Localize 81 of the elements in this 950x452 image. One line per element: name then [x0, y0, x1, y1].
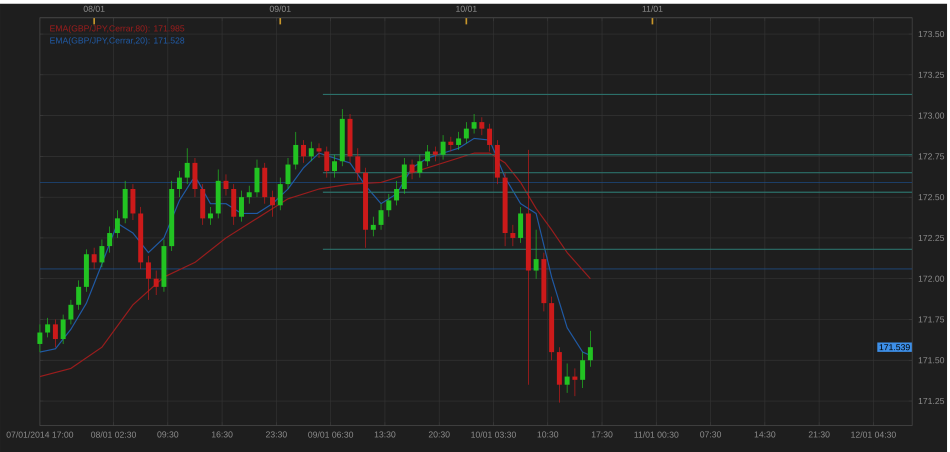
candlestick — [410, 159, 415, 180]
candlestick — [440, 134, 446, 160]
x-tick-label: 08/01 02:30 — [91, 431, 136, 438]
candlestick — [417, 154, 422, 178]
x-tick-label: 14:30 — [754, 431, 776, 438]
x2-tick-label: 10/01 — [456, 5, 477, 12]
candlestick — [146, 255, 151, 300]
candlestick — [208, 206, 213, 226]
candlestick — [223, 174, 228, 196]
candlestick — [510, 224, 516, 246]
x2-tick-label: 08/01 — [84, 5, 105, 12]
candlestick — [588, 330, 593, 367]
y-tick-label: 172.00 — [918, 275, 944, 282]
candlestick — [184, 148, 190, 184]
candlestick — [464, 122, 469, 144]
y-tick-label: 173.00 — [918, 112, 944, 118]
x-tick-label: 23:30 — [266, 431, 287, 438]
candlestick — [386, 193, 392, 217]
candlestick — [308, 141, 314, 162]
candlestick — [176, 170, 182, 198]
x-tick-label: 10:30 — [538, 431, 558, 438]
candlestick — [472, 113, 477, 134]
candlestick — [324, 146, 330, 178]
x2-tick-label: 11/01 — [642, 5, 662, 12]
candlestick — [278, 177, 283, 210]
x-tick-label: 10/01 03:30 — [471, 431, 516, 438]
text: EMA(GBP/JPY,Cerrar,80): 171.985 — [50, 24, 184, 33]
candlestick — [114, 210, 120, 238]
candlestick — [572, 368, 578, 396]
candlestick — [456, 131, 462, 150]
candlestick — [534, 229, 539, 279]
x-tick-label: 17:30 — [592, 431, 613, 438]
y-tick-label: 172.75 — [918, 153, 944, 160]
candlestick — [564, 362, 570, 393]
candlestick — [52, 318, 58, 348]
candlestick — [293, 131, 298, 170]
candlestick — [92, 247, 97, 270]
candlestick — [60, 314, 66, 344]
candlestick — [580, 352, 586, 388]
candlestick — [286, 157, 290, 190]
candlestick — [45, 317, 50, 338]
candlestick — [301, 140, 306, 164]
x-tick-label: 07/01/2014 17:00 — [6, 431, 74, 438]
annotation: 171.539 — [880, 344, 910, 350]
candlestick — [76, 280, 82, 310]
candlestick — [432, 146, 438, 162]
x-tick-label: 13:30 — [374, 431, 396, 438]
x-tick-label: 12/01 04:30 — [851, 431, 896, 438]
candlestick — [425, 144, 430, 166]
candlestick — [332, 154, 338, 178]
candlestick — [107, 226, 112, 253]
y-tick-label: 171.50 — [918, 356, 944, 364]
candlestick — [37, 324, 42, 352]
candlestick — [68, 299, 74, 324]
x-tick-label: 09/01 06:30 — [308, 431, 354, 438]
candlestick — [316, 142, 322, 158]
y-tick-label: 172.25 — [918, 234, 944, 241]
x-tick-label: 16:30 — [212, 431, 233, 438]
y-tick-label: 171.25 — [918, 398, 944, 404]
candlestick — [370, 216, 376, 236]
x-tick-label: 09:30 — [157, 431, 178, 438]
candlestick — [487, 123, 492, 152]
x-tick-label: 20:30 — [428, 431, 450, 438]
x2-tick-label: 09/01 — [270, 5, 291, 12]
candlestick — [378, 203, 384, 230]
candlestick — [394, 180, 400, 206]
candlestick — [448, 136, 454, 152]
y-tick-label: 171.75 — [918, 316, 944, 322]
candlestick — [270, 190, 275, 217]
y-tick-label: 173.50 — [918, 30, 944, 37]
candlestick — [154, 270, 159, 296]
x-tick-label: 11/01 00:30 — [634, 431, 678, 438]
candlestick — [355, 148, 360, 181]
candlestick — [99, 239, 104, 268]
text: EMA(GBP/JPY,Cerrar,20): 171.528 — [50, 36, 184, 46]
x-tick-label: 07:30 — [700, 431, 722, 438]
candlestick — [239, 190, 244, 222]
y-tick-label: 172.50 — [918, 194, 944, 200]
y-tick-label: 173.25 — [918, 72, 944, 78]
x-tick-label: 21:30 — [808, 431, 830, 438]
candlestick — [479, 116, 484, 136]
